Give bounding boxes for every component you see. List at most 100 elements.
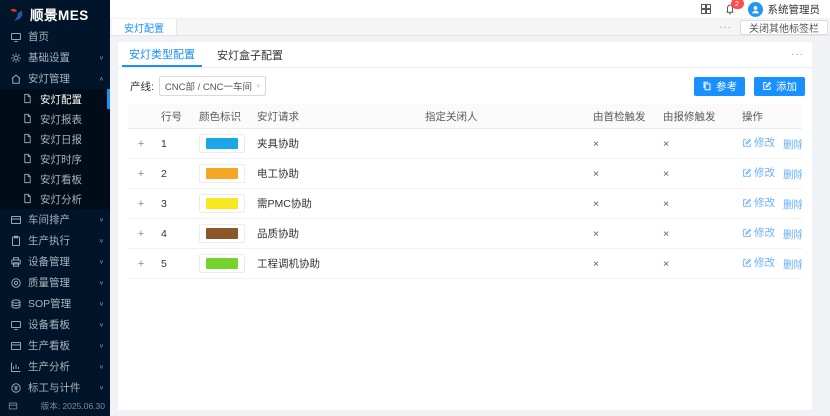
sidebar-item-workshop-scheduling[interactable]: 车间排产 ∨ bbox=[0, 209, 110, 230]
closer-cell bbox=[418, 218, 586, 249]
execution-icon bbox=[10, 235, 22, 247]
row-no: 5 bbox=[154, 248, 192, 279]
top-header: 2 系统管理员 bbox=[110, 0, 830, 19]
chevron-down-icon: ∨ bbox=[98, 322, 104, 328]
card-more-icon[interactable]: ··· bbox=[791, 49, 804, 60]
color-swatch[interactable] bbox=[199, 224, 245, 243]
toolbar-buttons: 参考 添加 bbox=[694, 76, 805, 96]
quality-icon bbox=[10, 277, 22, 289]
settings-icon bbox=[10, 52, 22, 64]
delete-link[interactable]: 删除 bbox=[783, 228, 802, 241]
sidebar-item-andon-timeline[interactable]: 安灯时序 bbox=[0, 149, 110, 169]
expand-row-icon[interactable]: + bbox=[137, 197, 145, 210]
sidebar-item-home[interactable]: 首页 bbox=[0, 26, 110, 47]
sidebar-item-equipment-board[interactable]: 设备看板 ∨ bbox=[0, 314, 110, 335]
tab-options-icon[interactable]: ··· bbox=[719, 21, 732, 33]
apps-grid-icon[interactable] bbox=[700, 3, 712, 15]
request-cell: 品质协助 bbox=[250, 218, 418, 249]
sidebar-item-piecework[interactable]: 标工与计件 ∨ bbox=[0, 377, 110, 397]
first-check-cell: × bbox=[586, 188, 656, 219]
header-color: 颜色标识 bbox=[192, 104, 250, 129]
andon-type-table: 行号 颜色标识 安灯请求 指定关闭人 由首检触发 由报修触发 操作 bbox=[128, 104, 802, 279]
delete-link[interactable]: 删除 bbox=[783, 138, 802, 151]
production-board-icon bbox=[10, 340, 22, 352]
andon-submenu: 安灯配置 安灯报表 安灯日报 安灯时序 安灯看板 bbox=[0, 89, 110, 209]
reference-button[interactable]: 参考 bbox=[694, 76, 745, 96]
expand-row-icon[interactable]: + bbox=[137, 167, 145, 180]
sidebar-item-andon-management[interactable]: 安灯管理 ∧ bbox=[0, 68, 110, 89]
table-row: + 4 品质协助 × × 修改 删除 bbox=[128, 218, 802, 249]
piecework-icon bbox=[10, 382, 22, 394]
toolbar: 产线: CNC部 / CNC一车间 ∨ 参考 添加 bbox=[118, 68, 812, 104]
analysis-icon bbox=[10, 361, 22, 373]
expand-row-icon[interactable]: + bbox=[137, 227, 145, 240]
chevron-down-icon: ∨ bbox=[98, 217, 104, 223]
notification-bell-icon[interactable]: 2 bbox=[724, 0, 744, 15]
sidebar-item-equipment-management[interactable]: 设备管理 ∨ bbox=[0, 251, 110, 272]
delete-link[interactable]: 删除 bbox=[783, 198, 802, 211]
sidebar-item-sop-management[interactable]: SOP管理 ∨ bbox=[0, 293, 110, 314]
notification-badge: 2 bbox=[730, 0, 744, 9]
delete-link[interactable]: 删除 bbox=[783, 168, 802, 181]
tab-andon-box-config[interactable]: 安灯盒子配置 bbox=[217, 49, 283, 62]
user-menu[interactable]: 系统管理员 bbox=[747, 1, 820, 17]
sidebar-item-production-board[interactable]: 生产看板 ∨ bbox=[0, 335, 110, 356]
delete-link[interactable]: 删除 bbox=[783, 258, 802, 271]
modify-link[interactable]: 修改 bbox=[742, 255, 775, 270]
andon-icon bbox=[10, 73, 22, 85]
modify-link[interactable]: 修改 bbox=[742, 195, 775, 210]
sidebar-item-quality-management[interactable]: 质量管理 ∨ bbox=[0, 272, 110, 293]
color-swatch[interactable] bbox=[199, 194, 245, 213]
select-arrow-icon: ∨ bbox=[255, 83, 261, 90]
table-row: + 1 夹具协助 × × 修改 删除 bbox=[128, 128, 802, 159]
closer-cell bbox=[418, 248, 586, 279]
expand-row-icon[interactable]: + bbox=[137, 257, 145, 270]
first-check-cell: × bbox=[586, 158, 656, 189]
schedule-icon bbox=[10, 214, 22, 226]
sidebar-item-andon-board[interactable]: 安灯看板 bbox=[0, 169, 110, 189]
table-header-row: 行号 颜色标识 安灯请求 指定关闭人 由首检触发 由报修触发 操作 bbox=[128, 104, 802, 129]
sidebar-item-andon-config[interactable]: 安灯配置 bbox=[0, 89, 110, 109]
edit-icon bbox=[742, 168, 752, 178]
collapse-icon[interactable] bbox=[8, 401, 18, 411]
line-select[interactable]: CNC部 / CNC一车间 ∨ bbox=[158, 76, 266, 96]
tab-andon-config[interactable]: 安灯配置 bbox=[112, 19, 177, 35]
repair-cell: × bbox=[656, 158, 735, 189]
modify-link[interactable]: 修改 bbox=[742, 225, 775, 240]
sidebar-item-basic-settings[interactable]: 基础设置 ∨ bbox=[0, 47, 110, 68]
first-check-cell: × bbox=[586, 218, 656, 249]
modify-link[interactable]: 修改 bbox=[742, 135, 775, 150]
chevron-down-icon: ∨ bbox=[98, 280, 104, 286]
sidebar-item-andon-analysis[interactable]: 安灯分析 bbox=[0, 189, 110, 209]
tab-andon-type-config[interactable]: 安灯类型配置 bbox=[122, 42, 202, 67]
request-cell: 夹具协助 bbox=[250, 128, 418, 159]
color-swatch[interactable] bbox=[199, 164, 245, 183]
color-swatch[interactable] bbox=[199, 134, 245, 153]
modify-link[interactable]: 修改 bbox=[742, 165, 775, 180]
header-row-no: 行号 bbox=[154, 104, 192, 129]
equipment-icon bbox=[10, 256, 22, 268]
header-actions: 操作 bbox=[735, 104, 802, 129]
avatar bbox=[747, 1, 763, 17]
request-cell: 工程调机协助 bbox=[250, 248, 418, 279]
sidebar-item-andon-daily[interactable]: 安灯日报 bbox=[0, 129, 110, 149]
file-icon bbox=[22, 173, 34, 185]
table-wrapper: 行号 颜色标识 安灯请求 指定关闭人 由首检触发 由报修触发 操作 bbox=[128, 104, 802, 410]
content-area: 安灯类型配置 安灯盒子配置 ··· 产线: CNC部 / CNC一车间 ∨ 参考 bbox=[110, 36, 830, 416]
expand-row-icon[interactable]: + bbox=[137, 137, 145, 150]
closer-cell bbox=[418, 128, 586, 159]
chevron-down-icon: ∨ bbox=[98, 385, 104, 391]
sidebar-item-production-execution[interactable]: 生产执行 ∨ bbox=[0, 230, 110, 251]
content-card: 安灯类型配置 安灯盒子配置 ··· 产线: CNC部 / CNC一车间 ∨ 参考 bbox=[118, 42, 812, 410]
sidebar-item-production-analysis[interactable]: 生产分析 ∨ bbox=[0, 356, 110, 377]
sidebar-item-andon-report[interactable]: 安灯报表 bbox=[0, 109, 110, 129]
request-cell: 需PMC协助 bbox=[250, 188, 418, 219]
header-request: 安灯请求 bbox=[250, 104, 418, 129]
header-closer: 指定关闭人 bbox=[418, 104, 586, 129]
file-icon bbox=[22, 153, 34, 165]
add-button[interactable]: 添加 bbox=[754, 76, 805, 96]
color-swatch[interactable] bbox=[199, 254, 245, 273]
close-other-tabs-button[interactable]: 关闭其他标签栏 bbox=[740, 19, 828, 35]
version-label: 版本: 2025.06.30 bbox=[40, 400, 105, 411]
repair-cell: × bbox=[656, 128, 735, 159]
